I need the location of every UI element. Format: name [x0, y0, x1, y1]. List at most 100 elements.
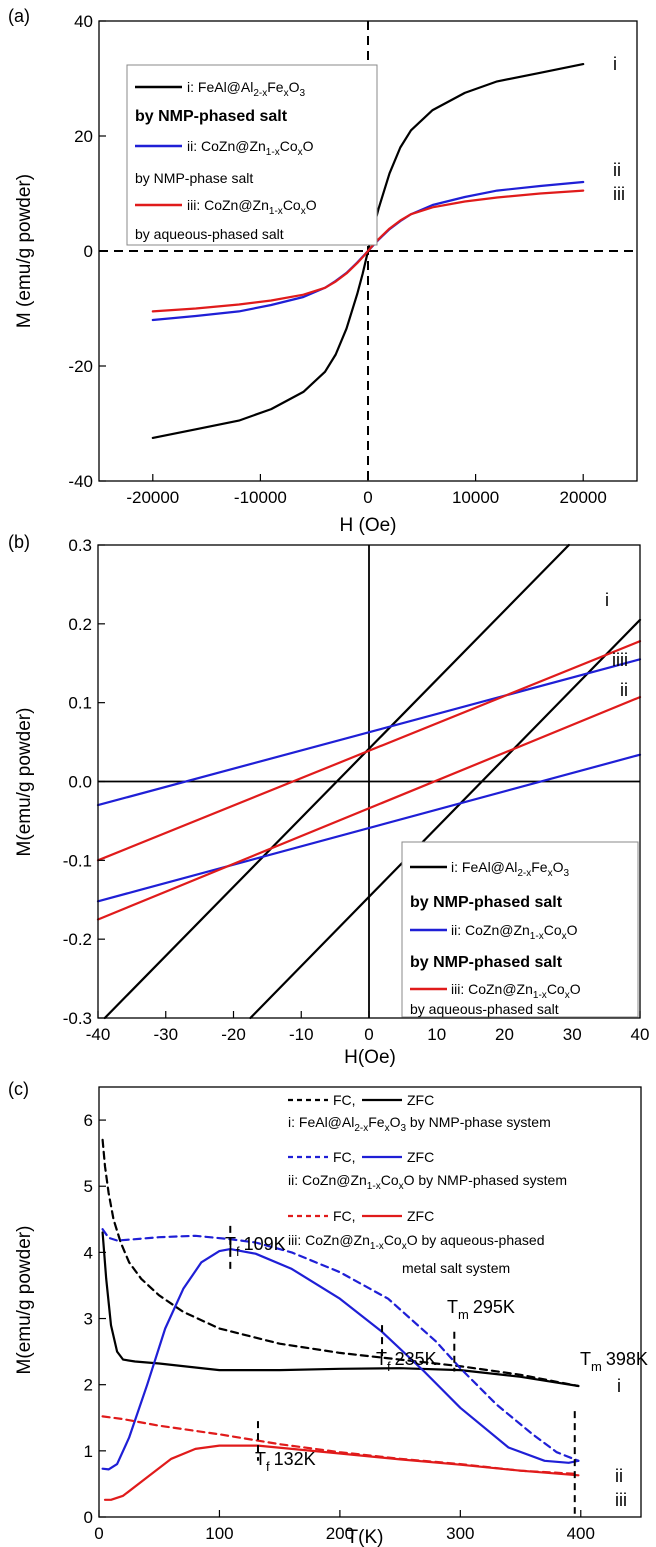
- y-tick-label: 0.2: [68, 615, 92, 634]
- panel-b-legend-iii: iii: CoZn@Zn1-xCoxO: [451, 981, 581, 1001]
- panel-a-xlabel: H (Oe): [340, 515, 397, 536]
- series-line: [103, 543, 570, 1020]
- panel-b-xlabel: H(Oe): [344, 1047, 396, 1068]
- panel-a-curve-label-iii: iii: [613, 184, 625, 204]
- panel-a-legend-i-sub: by NMP-phased salt: [135, 108, 288, 125]
- panel-c-legend-zfc-i: ZFC: [407, 1092, 434, 1108]
- y-tick-label: -0.2: [63, 930, 92, 949]
- panel-a-ticks: -20000 -10000 0 10000 20000 -40 -20 0 20 40: [68, 12, 606, 507]
- x-tick-label: 10: [427, 1025, 446, 1044]
- y-tick-label: 0.3: [68, 536, 92, 555]
- x-tick-label: -20000: [126, 488, 179, 507]
- panel-a-legend-ii: ii: CoZn@Zn1-xCoxO: [187, 138, 314, 158]
- y-tick-label: 2: [84, 1376, 93, 1395]
- y-tick-label: 0.1: [68, 694, 92, 713]
- x-tick-label: 0: [364, 1025, 373, 1044]
- y-tick-label: 20: [74, 127, 93, 146]
- y-tick-label: -40: [68, 472, 93, 491]
- y-tick-label: 4: [84, 1243, 93, 1262]
- panel-c-curve-label-i: i: [617, 1376, 621, 1396]
- x-tick-label: 0: [94, 1524, 103, 1543]
- y-tick-label: 40: [74, 12, 93, 31]
- x-tick-label: 10000: [452, 488, 499, 507]
- panel-c-curve-label-iii: iii: [615, 1490, 627, 1510]
- x-tick-label: 20000: [560, 488, 607, 507]
- series-line: [101, 1138, 580, 1388]
- x-tick-label: 100: [205, 1524, 233, 1543]
- panel-a: (a) -20000 -10000 0 10000 20000 -40 -20 0 20 40 H…: [8, 6, 638, 536]
- annotation-tm-295: Tm 295K: [447, 1297, 515, 1322]
- panel-b: (b) -40 -30 -20 -10 0 10 20 30 40 -0.3 -0.2 -0.1 0.0…: [8, 532, 649, 1068]
- series-line: [101, 1231, 580, 1388]
- panel-c-legend-ii: ii: CoZn@Zn1-xCoxO by NMP-phased system: [288, 1172, 567, 1192]
- panel-b-legend-iii-sub: by aqueous-phased salt: [410, 1001, 559, 1017]
- panel-c-curve-label-ii: ii: [615, 1466, 623, 1486]
- panel-a-legend-i: i: FeAl@Al2-xFexO3: [187, 79, 305, 99]
- x-tick-label: -20: [221, 1025, 246, 1044]
- panel-c-series: [101, 1138, 580, 1501]
- panel-b-curve-label-i: i: [605, 590, 609, 610]
- panel-c-frame: [98, 1086, 642, 1518]
- panel-a-curve-label-ii: ii: [613, 160, 621, 180]
- x-tick-label: 30: [563, 1025, 582, 1044]
- x-tick-label: 300: [446, 1524, 474, 1543]
- series-line: [101, 1248, 580, 1471]
- panel-b-legend: i: FeAl@Al2-xFexO3 by NMP-phased salt ii…: [401, 841, 639, 1018]
- y-tick-label: 3: [84, 1310, 93, 1329]
- x-tick-label: -10: [289, 1025, 314, 1044]
- panel-c-legend-fc-iii: FC,: [333, 1208, 356, 1224]
- series-line: [103, 1444, 580, 1501]
- panel-a-series: [151, 62, 585, 439]
- y-tick-label: 0: [84, 242, 93, 261]
- series-line: [249, 618, 642, 1020]
- panel-c-legend-fc-ii: FC,: [333, 1149, 356, 1165]
- panel-b-curve-label-iiii: iiii: [612, 650, 628, 670]
- annotation-tf-109: Tf109K: [225, 1234, 286, 1259]
- panel-b-curve-label-ii: ii: [620, 680, 628, 700]
- y-tick-label: 0: [84, 1508, 93, 1527]
- annotation-tf-235: Tf 235K: [376, 1349, 437, 1374]
- panel-b-legend-i: i: FeAl@Al2-xFexO3: [451, 859, 569, 879]
- panel-b-ylabel: M(emu/g powder): [14, 708, 35, 857]
- panel-c: (c) 0 100 200 300 400 0 1 2 3 4 5 6 T(K) M(emu/g po…: [8, 1079, 648, 1547]
- panel-a-legend: i: FeAl@Al2-xFexO3 by NMP-phased salt ii…: [126, 64, 378, 246]
- panel-c-legend-fc-i: FC,: [333, 1092, 356, 1108]
- series-line: [101, 1228, 580, 1462]
- panel-a-legend-iii: iii: CoZn@Zn1-xCoxO: [187, 197, 317, 217]
- y-tick-label: 0.0: [68, 773, 92, 792]
- x-tick-label: -40: [86, 1025, 111, 1044]
- series-line: [96, 696, 642, 921]
- panel-a-legend-box: [126, 64, 378, 246]
- panel-c-legend-iii: iii: CoZn@Zn1-xCoxO by aqueous-phased: [288, 1232, 544, 1252]
- x-tick-label: 200: [326, 1524, 354, 1543]
- panel-c-legend-iii-cont: metal salt system: [402, 1260, 510, 1276]
- panel-c-legend: FC, ZFC i: FeAl@Al2-xFexO3 by NMP-phase …: [288, 1092, 567, 1276]
- series-line: [96, 753, 642, 903]
- x-tick-label: 0: [363, 488, 372, 507]
- x-tick-label: -30: [153, 1025, 178, 1044]
- y-tick-label: 5: [84, 1177, 93, 1196]
- annotation-tf-132: Tf 132K: [255, 1449, 316, 1474]
- x-tick-label: 40: [631, 1025, 650, 1044]
- panel-a-legend-iii-sub: by aqueous-phased salt: [135, 226, 284, 242]
- x-tick-label: 400: [567, 1524, 595, 1543]
- panel-b-series: [96, 543, 642, 1020]
- panel-c-ylabel: M(emu/g powder): [14, 1226, 35, 1375]
- panel-c-xlabel: T(K): [347, 1527, 384, 1547]
- panel-b-legend-i-sub: by NMP-phased salt: [410, 894, 563, 911]
- series-line: [96, 658, 642, 807]
- panel-a-legend-ii-sub: by NMP-phase salt: [135, 170, 253, 186]
- series-line: [151, 189, 585, 313]
- panel-b-legend-ii: ii: CoZn@Zn1-xCoxO: [451, 922, 578, 942]
- annotation-tm-398: Tm 398K: [580, 1349, 648, 1374]
- y-tick-label: -0.1: [63, 851, 92, 870]
- x-tick-label: 20: [495, 1025, 514, 1044]
- panel-c-legend-zfc-iii: ZFC: [407, 1208, 434, 1224]
- panel-b-ticks: -40 -30 -20 -10 0 10 20 30 40 -0.3 -0.2 -0.1 0.0 0.1 0…: [63, 536, 650, 1044]
- panel-a-label: (a): [8, 6, 30, 26]
- series-line: [96, 640, 642, 862]
- y-tick-label: -0.3: [63, 1009, 92, 1028]
- panel-b-legend-ii-sub: by NMP-phased salt: [410, 954, 563, 971]
